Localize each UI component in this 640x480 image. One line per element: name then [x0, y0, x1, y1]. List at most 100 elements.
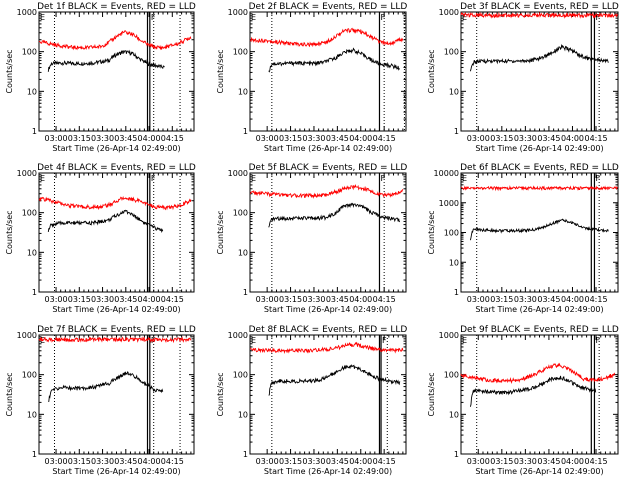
- x-tick-label: 03:45: [114, 134, 137, 143]
- x-tick-label: 04:00: [138, 457, 161, 466]
- marker-label-e: E: [40, 13, 45, 22]
- y-axis-label: Counts/sec: [427, 372, 436, 416]
- x-tick-label: 03:30: [302, 457, 325, 466]
- x-tick-label: 04:00: [349, 134, 372, 143]
- plot-frame: [38, 172, 195, 293]
- series-events-line: [268, 202, 401, 228]
- marker-label-e: E: [462, 13, 467, 22]
- x-tick-label: 04:00: [349, 295, 372, 304]
- x-tick-label: 03:00: [467, 457, 490, 466]
- x-axis-label: Start Time (26-Apr-14 02:49:00): [264, 305, 392, 314]
- marker-label-f: F: [151, 13, 156, 22]
- x-tick-label: 03:15: [68, 457, 91, 466]
- x-tick-label: 03:45: [114, 457, 137, 466]
- panel-title: Det 2f BLACK = Events, RED = LLD: [249, 2, 408, 12]
- series-events-line: [469, 218, 609, 241]
- y-tick-label: 1: [454, 127, 459, 136]
- series-lld-line: [460, 11, 619, 19]
- x-tick-label: 03:15: [279, 134, 302, 143]
- x-tick-label: 03:45: [326, 457, 349, 466]
- x-tick-label: 04:15: [584, 295, 607, 304]
- panel-title: Det 3f BLACK = Events, RED = LLD: [460, 2, 619, 12]
- y-tick-label: 1000: [439, 331, 459, 340]
- x-tick-label: 03:45: [114, 295, 137, 304]
- x-axis-label: Start Time (26-Apr-14 02:49:00): [52, 467, 180, 476]
- marker-label-f: F: [380, 174, 385, 183]
- x-tick-label: 04:00: [138, 134, 161, 143]
- y-axis-label: Counts/sec: [216, 210, 225, 254]
- x-tick-label: 04:15: [373, 134, 396, 143]
- x-tick-label: 03:15: [490, 457, 513, 466]
- series-lld-line: [249, 27, 404, 48]
- marker-label-e: E: [251, 174, 256, 183]
- panel-det-4: Det 4f BLACK = Events, RED = LLD 1 10 100 10…: [5, 163, 196, 314]
- y-tick-label: 10: [449, 410, 459, 419]
- panel-det-5: Det 5f BLACK = Events, RED = LLD 1 10 100 10…: [216, 163, 407, 314]
- y-tick-label: 100: [233, 48, 248, 57]
- panel-title: Det 4f BLACK = Events, RED = LLD: [37, 163, 196, 173]
- x-tick-label: 03:15: [279, 457, 302, 466]
- panel-title: Det 1f BLACK = Events, RED = LLD: [37, 2, 196, 12]
- x-tick-label: 04:15: [161, 295, 184, 304]
- x-tick-label: 03:00: [467, 295, 490, 304]
- y-tick-label: 10: [238, 410, 248, 419]
- x-axis-label: Start Time (26-Apr-14 02:49:00): [264, 144, 392, 153]
- panel-title: Det 7f BLACK = Events, RED = LLD: [37, 325, 196, 335]
- x-tick-label: 03:00: [256, 134, 279, 143]
- x-axis-label: Start Time (26-Apr-14 02:49:00): [52, 144, 180, 153]
- y-tick-label: 1: [32, 127, 37, 136]
- x-tick-label: 04:15: [584, 457, 607, 466]
- x-tick-label: 03:45: [326, 134, 349, 143]
- x-axis-label: Start Time (26-Apr-14 02:49:00): [475, 305, 603, 314]
- x-tick-label: 03:30: [302, 134, 325, 143]
- y-tick-label: 100: [22, 371, 37, 380]
- marker-label-e: E: [40, 174, 45, 183]
- x-tick-label: 03:30: [514, 295, 537, 304]
- y-tick-label: 1: [243, 127, 248, 136]
- y-tick-label: 1: [243, 288, 248, 297]
- marker-label-e: E: [251, 336, 256, 345]
- x-tick-label: 03:30: [91, 134, 114, 143]
- panel-det-2: Det 2f BLACK = Events, RED = LLD 1 10 100 10…: [216, 2, 407, 153]
- y-tick-label: 100: [233, 209, 248, 218]
- y-tick-label: 1: [32, 288, 37, 297]
- plot-frame: [249, 11, 407, 132]
- plot-frame: [249, 172, 407, 293]
- panel-det-6: Det 6f BLACK = Events, RED = LLD 1 10 100 10…: [427, 163, 619, 314]
- x-axis-label: Start Time (26-Apr-14 02:49:00): [264, 467, 392, 476]
- x-tick-label: 03:00: [467, 134, 490, 143]
- y-tick-label: 1000: [17, 169, 37, 178]
- y-tick-label: 1000: [17, 8, 37, 17]
- plot-frame: [38, 334, 195, 455]
- y-tick-label: 100: [233, 371, 248, 380]
- x-tick-label: 04:15: [161, 457, 184, 466]
- x-axis-label: Start Time (26-Apr-14 02:49:00): [475, 144, 603, 153]
- x-tick-label: 03:00: [256, 295, 279, 304]
- x-tick-label: 03:15: [279, 295, 302, 304]
- x-tick-label: 03:15: [68, 134, 91, 143]
- panel-det-9: Det 9f BLACK = Events, RED = LLD 1 10 100 10…: [427, 325, 619, 476]
- series-lld-line: [249, 341, 404, 355]
- panel-det-8: Det 8f BLACK = Events, RED = LLD 1 10 100 10…: [216, 325, 407, 476]
- y-axis-label: Counts/sec: [5, 372, 14, 416]
- marker-label-e: E: [462, 174, 467, 183]
- x-tick-label: 04:00: [349, 457, 372, 466]
- x-tick-label: 03:00: [45, 457, 68, 466]
- marker-label-f: F: [380, 13, 385, 22]
- marker-label-e: E: [251, 13, 256, 22]
- y-axis-label: Counts/sec: [427, 210, 436, 254]
- x-tick-label: 03:30: [91, 457, 114, 466]
- y-tick-label: 1000: [439, 8, 459, 17]
- series-events-line: [469, 43, 609, 72]
- y-tick-label: 10: [27, 248, 37, 257]
- x-axis-label: Start Time (26-Apr-14 02:49:00): [52, 305, 180, 314]
- y-axis-label: Counts/sec: [5, 210, 14, 254]
- series-events-line: [469, 375, 597, 407]
- x-axis-label: Start Time (26-Apr-14 02:49:00): [475, 467, 603, 476]
- y-tick-label: 100: [444, 371, 459, 380]
- x-tick-label: 03:45: [537, 457, 560, 466]
- y-axis-label: Counts/sec: [5, 49, 14, 93]
- y-tick-label: 10: [449, 87, 459, 96]
- x-tick-label: 03:00: [256, 457, 279, 466]
